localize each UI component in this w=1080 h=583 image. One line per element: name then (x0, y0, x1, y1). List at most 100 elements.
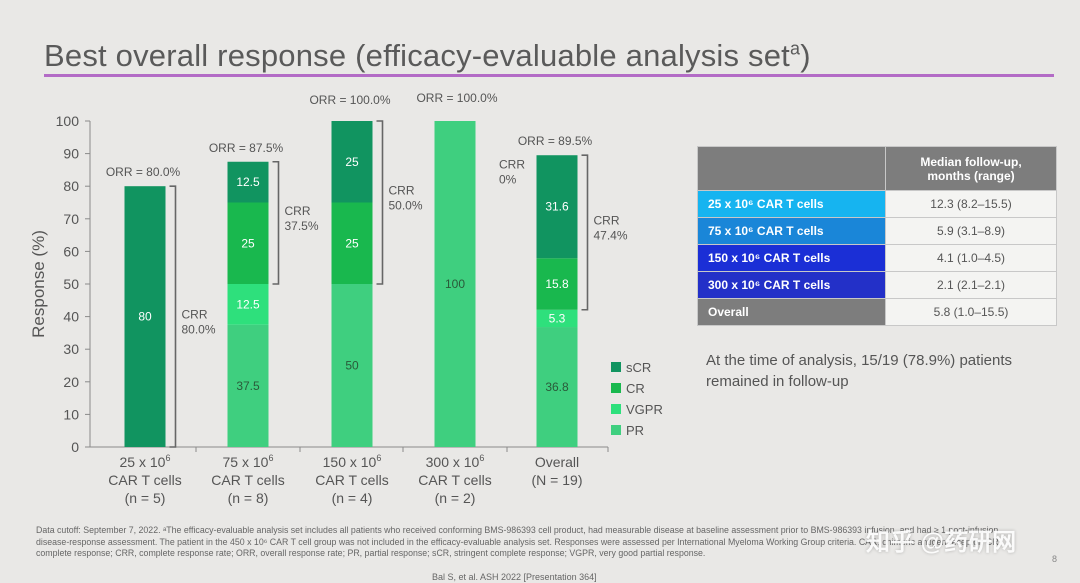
y-tick-label: 10 (63, 406, 79, 422)
y-tick-label: 50 (63, 276, 79, 292)
bar-segment-scr (536, 155, 578, 259)
y-tick-label: 20 (63, 374, 79, 390)
bar-segment-vgpr (227, 284, 269, 325)
slide-title-text: Best overall response (efficacy-evaluabl… (44, 38, 790, 73)
x-category-label: (n = 5) (125, 490, 166, 506)
bar-value-label: 12.5 (236, 297, 260, 311)
orr-label: ORR = 87.5% (209, 141, 284, 155)
y-tick-label: 90 (63, 146, 79, 162)
y-tick-label: 40 (63, 309, 79, 325)
legend-label: CR (626, 381, 645, 396)
bar-segment-pr (331, 284, 373, 447)
y-tick-label: 100 (56, 113, 80, 129)
x-category-label: (n = 4) (332, 490, 373, 506)
bar-value-label: 25 (241, 236, 255, 250)
x-category-label: CAR T cells (418, 472, 491, 488)
bar-segment-scr (227, 161, 269, 203)
slide-title-close: ) (800, 38, 811, 73)
table-header-line1: Median follow-up, (920, 154, 1022, 169)
y-tick-label: 80 (63, 178, 79, 194)
crr-bracket (376, 120, 384, 285)
y-tick-label: 30 (63, 341, 79, 357)
table-row: Overall 5.8 (1.0–15.5) (697, 298, 1057, 326)
bar-value-label: 50 (345, 359, 359, 373)
table-row-label: 300 x 10⁶ CAR T cells (697, 271, 886, 299)
citation: Bal S, et al. ASH 2022 [Presentation 364… (432, 572, 597, 582)
title-divider (44, 74, 1054, 77)
bar-value-label: 80 (138, 310, 152, 324)
table-row-value: 5.9 (3.1–8.9) (885, 217, 1057, 245)
bar-segment-cr (227, 202, 269, 284)
x-category-label: 75 x 106 (223, 453, 274, 470)
table-row-value: 2.1 (2.1–2.1) (885, 271, 1057, 299)
bar-value-label: 15.8 (545, 277, 569, 291)
bar-segment-pr (227, 324, 269, 447)
bar-value-label: 31.6 (545, 200, 569, 214)
bar-segment-pr (536, 327, 578, 447)
x-category-label: CAR T cells (108, 472, 181, 488)
legend-label: PR (626, 423, 644, 438)
crr-label: CRR (499, 158, 525, 172)
table-row-label: 150 x 10⁶ CAR T cells (697, 244, 886, 272)
table-header-row: Median follow-up, months (range) (697, 146, 1057, 191)
orr-label: ORR = 100.0% (416, 91, 497, 105)
bar-segment-vgpr (536, 309, 578, 328)
bar-segment-scr (124, 186, 166, 447)
crr-label: CRR (389, 184, 415, 198)
crr-label: CRR (285, 204, 311, 218)
legend-swatch-cr (611, 383, 621, 393)
table-header-blank (697, 146, 886, 191)
bar-value-label: 25 (345, 236, 359, 250)
x-category-label: CAR T cells (315, 472, 388, 488)
table-row-label: 25 x 10⁶ CAR T cells (697, 190, 886, 218)
x-category-label: (N = 19) (532, 472, 583, 488)
response-bar-chart: 0 10 20 30 40 50 60 70 80 90 100 Response (%) 25 x 1… (29, 91, 663, 506)
x-category-label: Overall (535, 454, 579, 470)
orr-label: ORR = 100.0% (309, 93, 390, 107)
table-row: 25 x 10⁶ CAR T cells 12.3 (8.2–15.5) (697, 190, 1057, 218)
legend-label: sCR (626, 360, 651, 375)
crr-bracket (169, 185, 177, 448)
legend-swatch-scr (611, 362, 621, 372)
table-row-label: Overall (697, 298, 886, 326)
crr-bracket (272, 160, 280, 285)
y-tick-label: 0 (71, 439, 79, 455)
x-category-label: 300 x 106 (426, 453, 485, 470)
crr-value: 37.5% (285, 219, 319, 233)
bar-segment-cr (331, 202, 373, 284)
crr-value: 0% (499, 173, 517, 187)
table-header-line2: months (range) (927, 168, 1015, 183)
page-number: 8 (1052, 554, 1058, 564)
y-axis-label: Response (%) (29, 230, 48, 338)
bar-value-label: 12.5 (236, 175, 260, 189)
footnote: Data cutoff: September 7, 2022. ᵃThe eff… (36, 525, 1002, 558)
table-row-label: 75 x 10⁶ CAR T cells (697, 217, 886, 245)
table-row-value: 4.1 (1.0–4.5) (885, 244, 1057, 272)
legend-swatch-pr (611, 425, 621, 435)
table-row-value: 5.8 (1.0–15.5) (885, 298, 1057, 326)
slide-title-superscript: a (790, 38, 801, 59)
x-category-label: CAR T cells (211, 472, 284, 488)
bar-value-label: 36.8 (545, 380, 569, 394)
legend-swatch-vgpr (611, 404, 621, 414)
table-row: 300 x 10⁶ CAR T cells 2.1 (2.1–2.1) (697, 271, 1057, 299)
table-row: 75 x 10⁶ CAR T cells 5.9 (3.1–8.9) (697, 217, 1057, 245)
follow-up-note: At the time of analysis, 15/19 (78.9%) p… (706, 352, 1012, 390)
bar-segment-cr (536, 258, 578, 310)
x-category-label: 150 x 106 (323, 453, 382, 470)
bar-value-label: 100 (445, 277, 465, 291)
x-category-label: (n = 2) (435, 490, 476, 506)
watermark: 知乎 @药研网 (866, 529, 1017, 556)
table-row: 150 x 10⁶ CAR T cells 4.1 (1.0–4.5) (697, 244, 1057, 272)
table-row-value: 12.3 (8.2–15.5) (885, 190, 1057, 218)
legend-label: VGPR (626, 402, 663, 417)
follow-up-table: Median follow-up, months (range) 25 x 10⁶… (697, 146, 1057, 326)
slide-title: Best overall response (efficacy-evaluabl… (44, 38, 811, 74)
orr-label: ORR = 80.0% (106, 165, 181, 179)
y-tick-label: 70 (63, 211, 79, 227)
crr-bracket (581, 154, 589, 311)
x-category-label: (n = 8) (228, 490, 269, 506)
crr-label: CRR (182, 308, 208, 322)
bar-value-label: 25 (345, 155, 359, 169)
bar-value-label: 37.5 (236, 379, 260, 393)
